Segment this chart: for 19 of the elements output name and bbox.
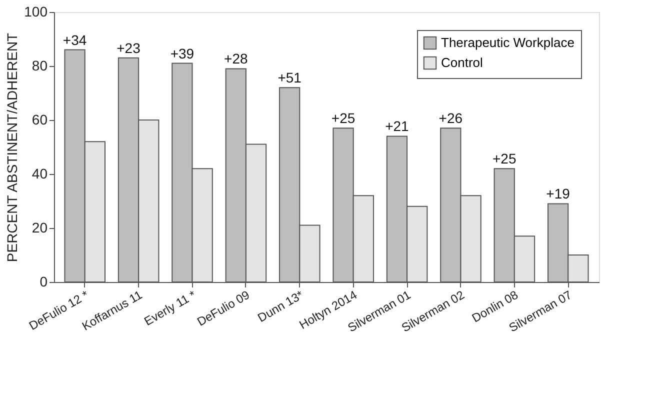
y-tick-label: 0: [40, 274, 48, 290]
y-tick-label: 40: [32, 166, 48, 182]
annotation: +34: [62, 32, 87, 48]
annotation: +26: [438, 110, 463, 126]
y-tick-label: 80: [32, 58, 48, 74]
annotation: +25: [331, 110, 356, 126]
y-tick-label: 100: [24, 4, 48, 20]
annotation: +51: [278, 70, 302, 86]
y-tick-label: 20: [32, 220, 48, 236]
annotation: +28: [224, 50, 248, 67]
annotation: +19: [546, 186, 570, 202]
y-axis-title: PERCENT ABSTINENT/ADHERENT: [4, 32, 20, 262]
annotation: +25: [492, 150, 516, 167]
annotation: +39: [170, 45, 194, 62]
legend-label: Control: [441, 55, 484, 70]
legend-label: Therapeutic Workplace: [441, 35, 574, 50]
y-tick-label: 60: [32, 112, 48, 128]
annotation: +21: [385, 118, 410, 134]
annotation: +23: [116, 40, 141, 56]
